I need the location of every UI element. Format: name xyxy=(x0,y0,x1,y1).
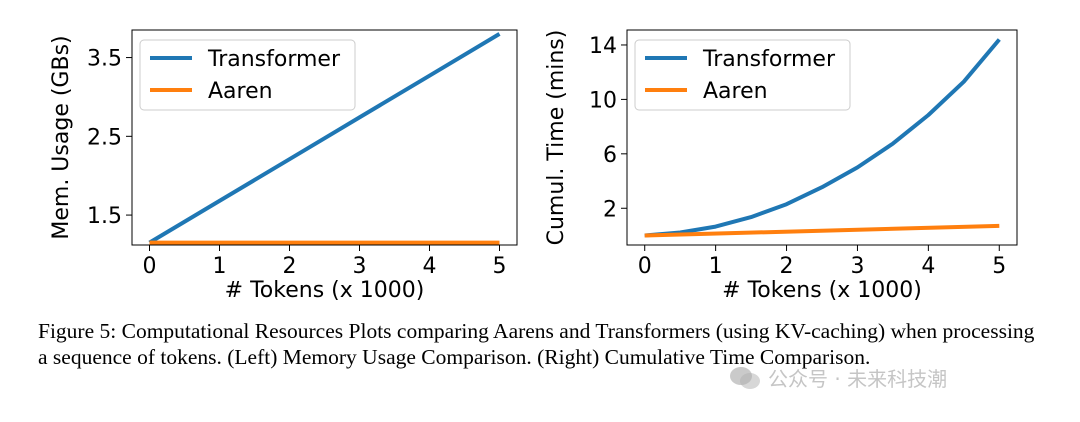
chart-cumulative-time: 0 1 2 3 4 5 2 6 10 14 # Tokens (x 1000) Cumul. Time… xyxy=(544,29,1018,303)
y-axis-label: Mem. Usage (GBs) xyxy=(49,35,74,239)
x-tick-label: 4 xyxy=(423,254,437,279)
plot-frame xyxy=(626,29,1018,246)
legend: Transformer Aaren xyxy=(634,39,851,111)
x-tick-label: 5 xyxy=(493,254,507,279)
x-tick-label: 2 xyxy=(283,254,297,279)
series-line-transformer xyxy=(644,38,1001,238)
legend-label-aaren: Aaren xyxy=(208,79,273,104)
x-tick-label: 5 xyxy=(992,254,1006,279)
x-tick-label: 3 xyxy=(353,254,367,279)
chart-memory-usage: 0 1 2 3 4 5 1.5 2.5 3.5 # Tokens (x 1000) Mem. Usa… xyxy=(49,29,518,303)
legend-box xyxy=(139,39,356,111)
y-tick-label: 14 xyxy=(589,34,617,59)
x-tick-label: 3 xyxy=(850,254,864,279)
x-tick-label: 1 xyxy=(709,254,723,279)
figure-panels: 0 1 2 3 4 5 1.5 2.5 3.5 # Tokens (x 1000) Mem. Usa… xyxy=(49,29,1018,303)
x-tick-label: 2 xyxy=(780,254,794,279)
legend-label-transformer: Transformer xyxy=(702,47,836,72)
x-tick-label: 0 xyxy=(143,254,157,279)
plot-frame xyxy=(131,29,518,246)
series-line-aaren xyxy=(644,223,1000,238)
y-tick-label: 2.5 xyxy=(87,125,122,150)
legend: Transformer Aaren xyxy=(139,39,356,111)
x-tick-label: 0 xyxy=(638,254,652,279)
watermark-text: 公众号 · 未来科技潮 xyxy=(768,367,948,391)
figure-caption: Figure 5: Computational Resources Plots … xyxy=(38,319,1035,369)
y-tick-label: 2 xyxy=(603,197,617,222)
x-axis-label: # Tokens (x 1000) xyxy=(225,278,425,303)
y-tick-label: 3.5 xyxy=(87,47,122,72)
series-line-transformer xyxy=(148,32,501,245)
x-axis-label: # Tokens (x 1000) xyxy=(722,278,922,303)
legend-box xyxy=(634,39,851,111)
y-tick-label: 10 xyxy=(589,88,617,113)
watermark: 公众号 · 未来科技潮 xyxy=(728,363,947,392)
x-tick-label: 1 xyxy=(213,254,227,279)
wechat-icon xyxy=(730,366,760,389)
legend-label-transformer: Transformer xyxy=(207,47,341,72)
y-tick-label: 1.5 xyxy=(87,204,122,229)
x-tick-label: 4 xyxy=(921,254,935,279)
y-axis-label: Cumul. Time (mins) xyxy=(544,30,569,246)
legend-label-aaren: Aaren xyxy=(703,79,768,104)
y-tick-label: 6 xyxy=(603,143,617,168)
